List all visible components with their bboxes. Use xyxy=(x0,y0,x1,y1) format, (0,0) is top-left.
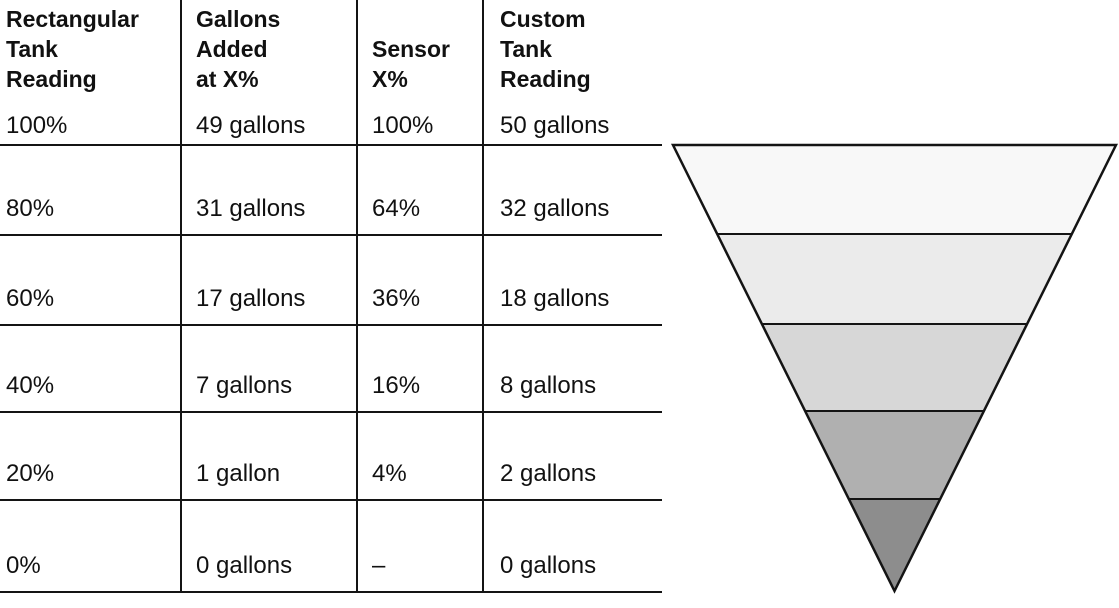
cell-custom-reading: 50 gallons xyxy=(500,97,658,143)
header-text: Custom Tank Reading xyxy=(500,6,591,92)
cell-custom-reading: 32 gallons xyxy=(500,146,658,234)
cell-gallons-added: 17 gallons xyxy=(196,236,352,324)
cell-sensor: 64% xyxy=(372,146,478,234)
funnel-band-2 xyxy=(673,234,1116,324)
cell-value: 0% xyxy=(6,552,41,579)
funnel-band-4 xyxy=(673,411,1116,499)
cell-value: 36% xyxy=(372,285,421,312)
header-rectangular-tank-reading: Rectangular Tank Reading xyxy=(6,0,176,97)
cell-value: 8 gallons xyxy=(500,372,597,399)
header-text: Gallons Added at X% xyxy=(196,6,281,92)
cell-reading: 0% xyxy=(6,501,176,591)
cell-value: 17 gallons xyxy=(196,285,306,312)
table-row: 40% 7 gallons 16% 8 gallons xyxy=(0,326,662,411)
row-divider xyxy=(0,324,662,326)
cell-value: 18 gallons xyxy=(500,285,610,312)
cell-gallons-added: 31 gallons xyxy=(196,146,352,234)
cell-value: 0 gallons xyxy=(196,552,293,579)
cell-custom-reading: 8 gallons xyxy=(500,326,658,411)
row-divider xyxy=(0,144,662,146)
cell-value: 1 gallon xyxy=(196,460,281,487)
cell-gallons-added: 1 gallon xyxy=(196,413,352,499)
column-divider xyxy=(180,0,182,593)
cell-value: 2 gallons xyxy=(500,460,597,487)
cell-value: 100% xyxy=(372,112,434,139)
cell-value: 32 gallons xyxy=(500,195,610,222)
cell-value: – xyxy=(372,552,386,579)
cell-value: 0 gallons xyxy=(500,552,597,579)
table-row: 80% 31 gallons 64% 32 gallons xyxy=(0,146,662,234)
cell-value: 4% xyxy=(372,460,407,487)
cell-reading: 20% xyxy=(6,413,176,499)
cell-custom-reading: 18 gallons xyxy=(500,236,658,324)
funnel-band-3 xyxy=(673,324,1116,411)
table-row: 60% 17 gallons 36% 18 gallons xyxy=(0,236,662,324)
header-custom-tank-reading: Custom Tank Reading xyxy=(500,0,658,97)
cell-value: 20% xyxy=(6,460,55,487)
header-gallons-added: Gallons Added at X% xyxy=(196,0,352,97)
row-divider xyxy=(0,499,662,501)
cell-value: 49 gallons xyxy=(196,112,306,139)
cell-value: 80% xyxy=(6,195,55,222)
funnel-band-1 xyxy=(673,145,1116,234)
cell-reading: 40% xyxy=(6,326,176,411)
cell-value: 50 gallons xyxy=(500,112,610,139)
cell-value: 64% xyxy=(372,195,421,222)
cell-value: 60% xyxy=(6,285,55,312)
cell-sensor: 100% xyxy=(372,97,478,143)
table-bottom-border xyxy=(0,591,662,593)
funnel-diagram xyxy=(670,143,1119,594)
cell-reading: 60% xyxy=(6,236,176,324)
cell-custom-reading: 2 gallons xyxy=(500,413,658,499)
cell-value: 40% xyxy=(6,372,55,399)
cell-sensor: – xyxy=(372,501,478,591)
column-divider xyxy=(482,0,484,593)
funnel-band-5 xyxy=(673,499,1116,591)
cell-sensor: 36% xyxy=(372,236,478,324)
cell-value: 100% xyxy=(6,112,68,139)
cell-sensor: 4% xyxy=(372,413,478,499)
row-divider xyxy=(0,234,662,236)
cell-reading: 80% xyxy=(6,146,176,234)
cell-gallons-added: 7 gallons xyxy=(196,326,352,411)
cell-custom-reading: 0 gallons xyxy=(500,501,658,591)
cell-value: 7 gallons xyxy=(196,372,293,399)
header-text: Sensor X% xyxy=(372,36,450,92)
header-sensor: Sensor X% xyxy=(372,0,478,97)
funnel-outline xyxy=(670,143,1119,594)
table-row: 0% 0 gallons – 0 gallons xyxy=(0,501,662,591)
cell-value: 16% xyxy=(372,372,421,399)
header-text: Rectangular Tank Reading xyxy=(6,6,139,92)
cell-value: 31 gallons xyxy=(196,195,306,222)
table-row: 20% 1 gallon 4% 2 gallons xyxy=(0,413,662,499)
table-header-row: Rectangular Tank Reading Gallons Added a… xyxy=(0,0,662,97)
table-row: 100% 49 gallons 100% 50 gallons xyxy=(0,97,662,143)
cell-gallons-added: 0 gallons xyxy=(196,501,352,591)
cell-reading: 100% xyxy=(6,97,176,143)
row-divider xyxy=(0,411,662,413)
cell-sensor: 16% xyxy=(372,326,478,411)
cell-gallons-added: 49 gallons xyxy=(196,97,352,143)
column-divider xyxy=(356,0,358,593)
